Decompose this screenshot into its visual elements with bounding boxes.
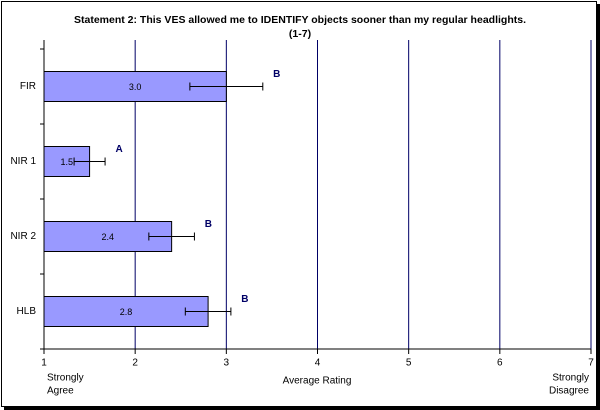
x-tick-label: 7	[588, 358, 594, 369]
y-tick-label: NIR 2	[10, 231, 36, 242]
x-tick-label: 6	[497, 358, 503, 369]
chart-title: (1-7)	[289, 28, 311, 40]
value-label: 3.0	[129, 82, 142, 92]
x-tick-label: 3	[224, 358, 230, 369]
value-label: 2.4	[102, 232, 115, 242]
y-tick-label: HLB	[17, 306, 37, 317]
x-low-label: Strongly	[47, 373, 84, 384]
bar	[43, 296, 209, 327]
x-tick-label: 2	[132, 358, 138, 369]
value-label: 1.5	[61, 157, 74, 167]
x-high-label: Strongly	[552, 373, 589, 384]
x-tick-label: 1	[41, 358, 47, 369]
x-tick-label: 4	[315, 358, 321, 369]
value-label: 2.8	[120, 307, 133, 317]
error-bar	[73, 157, 106, 166]
x-high-label: Disagree	[549, 386, 589, 397]
x-low-label: Agree	[47, 386, 74, 397]
group-label: B	[241, 294, 248, 305]
y-tick-label: FIR	[20, 81, 36, 92]
error-bar	[148, 232, 195, 241]
error-bar	[189, 82, 264, 91]
chart-title: Statement 2: This VES allowed me to IDEN…	[74, 14, 526, 26]
error-bar	[184, 307, 232, 316]
x-axis-label: Average Rating	[283, 376, 352, 387]
group-label: B	[205, 219, 212, 230]
group-label: A	[115, 144, 122, 155]
y-tick-label: NIR 1	[10, 156, 36, 167]
x-tick-label: 5	[406, 358, 412, 369]
group-label: B	[273, 69, 280, 80]
